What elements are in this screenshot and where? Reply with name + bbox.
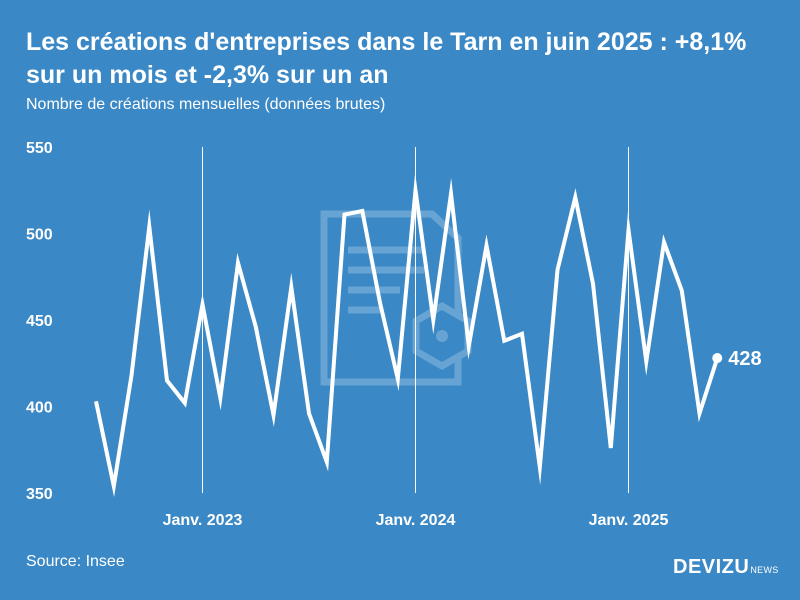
x-tick-label: Janv. 2025: [589, 512, 669, 529]
series-line: [94, 172, 720, 498]
y-tick-label: 450: [26, 313, 53, 330]
y-tick-label: 500: [26, 227, 53, 244]
last-point-marker: [712, 353, 723, 364]
watermark-icon: [320, 210, 472, 386]
source-note: Source: Insee: [26, 553, 125, 570]
brand-logo: DEVIZU NEWS: [673, 556, 779, 579]
logo-text: DEVIZU: [673, 556, 750, 578]
logo-subtext: NEWS: [750, 565, 779, 575]
y-tick-label: 550: [26, 140, 53, 157]
x-tick-label: Janv. 2023: [163, 512, 243, 529]
x-tick-label: Janv. 2024: [376, 512, 456, 529]
y-tick-label: 400: [26, 400, 53, 417]
last-value-label: 428: [728, 348, 761, 370]
y-tick-label: 350: [26, 486, 53, 503]
chart-subtitle: Nombre de créations mensuelles (données …: [26, 96, 386, 113]
chart-title: Les créations d'entreprises dans le Tarn…: [26, 28, 747, 89]
